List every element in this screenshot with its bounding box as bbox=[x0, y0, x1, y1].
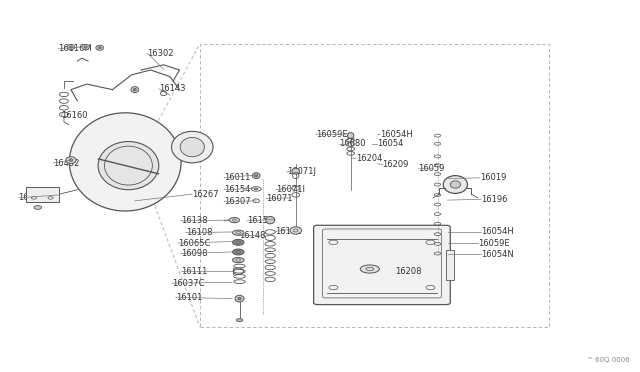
Text: 16302: 16302 bbox=[148, 49, 174, 58]
Ellipse shape bbox=[254, 188, 258, 190]
Text: 16143: 16143 bbox=[159, 84, 186, 93]
Text: 16065C: 16065C bbox=[178, 238, 211, 248]
Bar bbox=[447, 250, 454, 280]
Ellipse shape bbox=[232, 230, 244, 235]
Text: 16160: 16160 bbox=[61, 111, 88, 120]
Ellipse shape bbox=[444, 176, 467, 193]
Ellipse shape bbox=[360, 265, 380, 273]
Text: 16071J: 16071J bbox=[287, 167, 316, 176]
Ellipse shape bbox=[232, 257, 244, 263]
Text: 16071: 16071 bbox=[266, 194, 293, 203]
Text: 16059E: 16059E bbox=[316, 129, 348, 139]
Ellipse shape bbox=[266, 217, 275, 224]
Ellipse shape bbox=[235, 295, 244, 302]
Ellipse shape bbox=[172, 131, 213, 163]
Text: 16059: 16059 bbox=[419, 164, 445, 173]
Bar bbox=[200, 44, 548, 327]
Ellipse shape bbox=[180, 137, 204, 157]
Ellipse shape bbox=[69, 113, 181, 211]
Ellipse shape bbox=[67, 44, 75, 49]
Ellipse shape bbox=[131, 87, 139, 93]
Text: 16267: 16267 bbox=[192, 190, 219, 199]
Text: 16101: 16101 bbox=[175, 293, 202, 302]
Ellipse shape bbox=[69, 159, 73, 161]
Text: 16054H: 16054H bbox=[380, 129, 413, 139]
Ellipse shape bbox=[98, 46, 101, 49]
Ellipse shape bbox=[232, 239, 244, 245]
Text: 16452: 16452 bbox=[53, 158, 79, 167]
Text: 16019: 16019 bbox=[479, 173, 506, 182]
Text: 16116M: 16116M bbox=[58, 44, 92, 53]
Text: 16054N: 16054N bbox=[481, 250, 514, 259]
Ellipse shape bbox=[82, 44, 90, 49]
Text: 16108: 16108 bbox=[186, 228, 212, 237]
Text: 16196: 16196 bbox=[481, 195, 508, 204]
Ellipse shape bbox=[290, 227, 301, 234]
Ellipse shape bbox=[34, 206, 42, 209]
Ellipse shape bbox=[451, 181, 461, 188]
Text: 16307: 16307 bbox=[224, 197, 251, 206]
Text: 16154: 16154 bbox=[224, 185, 251, 194]
Text: 16138: 16138 bbox=[180, 217, 207, 225]
Text: ^ 60Q 0006: ^ 60Q 0006 bbox=[587, 357, 630, 363]
Text: 16148: 16148 bbox=[239, 231, 266, 240]
Ellipse shape bbox=[98, 141, 159, 190]
Ellipse shape bbox=[292, 168, 300, 174]
FancyBboxPatch shape bbox=[314, 225, 451, 305]
Text: 16204: 16204 bbox=[356, 154, 382, 163]
Ellipse shape bbox=[252, 173, 260, 179]
Ellipse shape bbox=[232, 249, 244, 255]
Text: 16071I: 16071I bbox=[276, 185, 305, 194]
Text: 16011: 16011 bbox=[224, 173, 251, 182]
Text: 16059E: 16059E bbox=[478, 238, 510, 248]
Ellipse shape bbox=[133, 88, 136, 91]
Ellipse shape bbox=[229, 218, 239, 223]
Ellipse shape bbox=[66, 157, 76, 163]
Ellipse shape bbox=[84, 46, 87, 48]
Text: 16037C: 16037C bbox=[172, 279, 204, 288]
Ellipse shape bbox=[238, 297, 241, 300]
Ellipse shape bbox=[69, 46, 72, 48]
Ellipse shape bbox=[236, 319, 243, 322]
Text: 16054H: 16054H bbox=[481, 227, 514, 237]
Text: 16209: 16209 bbox=[383, 160, 409, 169]
Text: 16161: 16161 bbox=[275, 227, 302, 236]
Text: 16208: 16208 bbox=[396, 267, 422, 276]
Bar bbox=[26, 187, 60, 202]
Ellipse shape bbox=[255, 174, 258, 177]
Ellipse shape bbox=[348, 133, 354, 138]
Text: 16080: 16080 bbox=[339, 139, 365, 148]
Text: 163400: 163400 bbox=[19, 193, 51, 202]
Text: 16151: 16151 bbox=[247, 217, 273, 225]
Text: 16098: 16098 bbox=[180, 249, 207, 258]
Text: 16111: 16111 bbox=[180, 267, 207, 276]
Text: 16054: 16054 bbox=[378, 139, 404, 148]
Ellipse shape bbox=[96, 45, 104, 50]
